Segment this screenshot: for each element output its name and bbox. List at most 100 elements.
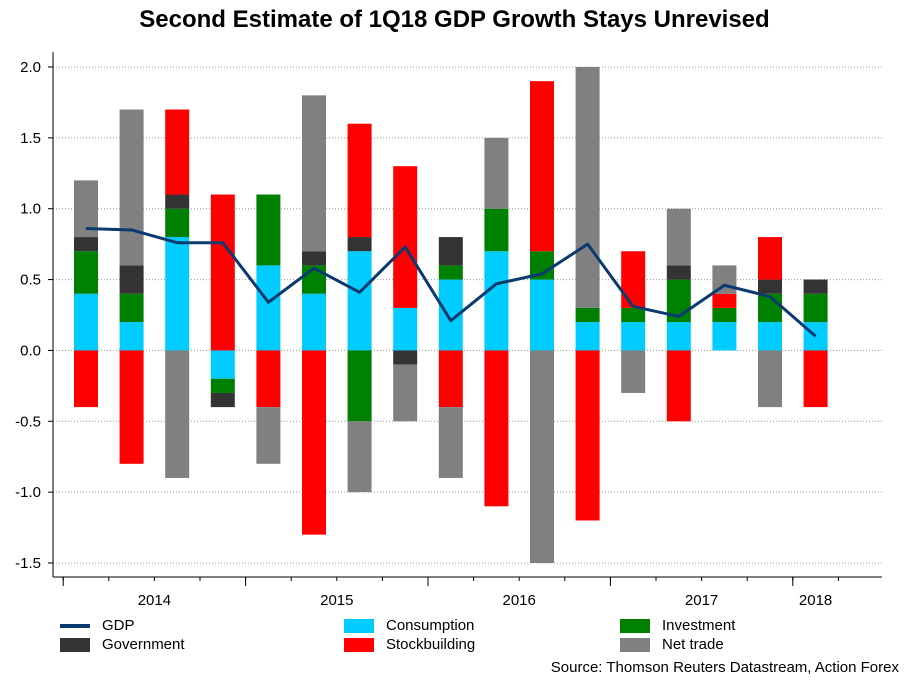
y-tick-label: -1.5 xyxy=(15,555,41,572)
bar-net-trade-4q15 xyxy=(393,364,418,422)
bar-government-2q17 xyxy=(666,265,691,280)
bar-stockbuilding-3q16 xyxy=(530,81,554,252)
x-year-label: 2016 xyxy=(503,592,536,609)
bar-consumption-2q17 xyxy=(666,322,691,351)
bar-stockbuilding-3q17 xyxy=(712,293,737,308)
legend-item-government: Government xyxy=(60,636,185,653)
bar-stockbuilding-1q16 xyxy=(438,350,463,408)
legend-consumption-label: Consumption xyxy=(386,617,475,634)
legend-investment-swatch xyxy=(620,618,650,633)
bar-government-1q18 xyxy=(803,279,828,294)
bar-investment-2q15 xyxy=(302,265,326,294)
legend-government-label: Government xyxy=(102,636,185,653)
y-tick-label: 0.0 xyxy=(20,342,41,359)
legend-government-swatch xyxy=(60,637,90,652)
legend-stockbuilding-swatch xyxy=(344,637,374,652)
bar-stockbuilding-4q16 xyxy=(575,350,600,521)
bar-consumption-3q16 xyxy=(530,279,554,351)
y-tick-label: -0.5 xyxy=(15,413,41,430)
bar-net-trade-3q15 xyxy=(347,421,372,493)
bar-government-2q15 xyxy=(302,251,326,266)
bar-investment-4q16 xyxy=(575,307,600,323)
bar-stockbuilding-2q17 xyxy=(666,350,691,422)
chart-title: Second Estimate of 1Q18 GDP Growth Stays… xyxy=(139,6,770,33)
bar-stockbuilding-4q17 xyxy=(758,237,782,280)
legend-item-investment: Investment xyxy=(620,617,735,634)
bar-consumption-4q14 xyxy=(210,350,235,379)
legend-gdp-swatch xyxy=(60,623,90,628)
legend-item-net-trade: Net trade xyxy=(620,636,724,653)
y-tick-label: 1.0 xyxy=(20,201,41,218)
bar-consumption-4q15 xyxy=(393,307,418,351)
gridlines xyxy=(53,66,882,564)
bar-stockbuilding-1q15 xyxy=(256,350,281,408)
bar-net-trade-4q16 xyxy=(575,67,600,308)
bar-net-trade-4q17 xyxy=(758,350,782,408)
bar-government-1q16 xyxy=(438,237,463,266)
bar-net-trade-2q16 xyxy=(484,137,509,209)
bar-net-trade-1q16 xyxy=(438,407,463,478)
bar-stockbuilding-3q14 xyxy=(165,109,190,195)
bar-stockbuilding-3q15 xyxy=(347,123,372,238)
stacked-bars xyxy=(74,67,828,563)
legend-net-trade-swatch xyxy=(620,637,650,652)
bar-consumption-3q17 xyxy=(712,322,737,351)
bar-investment-1q16 xyxy=(438,265,463,280)
gdp-line-layer xyxy=(85,227,817,338)
y-tick-label: 1.5 xyxy=(20,130,41,147)
bar-government-3q15 xyxy=(347,237,372,252)
bar-net-trade-3q14 xyxy=(165,350,190,478)
bar-consumption-4q16 xyxy=(575,322,600,351)
bar-government-1q14 xyxy=(74,237,98,252)
bar-consumption-2q15 xyxy=(302,293,326,351)
bar-consumption-1q14 xyxy=(74,293,98,351)
bar-stockbuilding-1q17 xyxy=(621,251,646,308)
bar-net-trade-1q15 xyxy=(256,407,281,464)
bar-net-trade-1q17 xyxy=(621,350,646,393)
bar-stockbuilding-2q15 xyxy=(302,350,326,535)
legend-gdp-label: GDP xyxy=(102,617,135,634)
bar-stockbuilding-4q15 xyxy=(393,166,418,308)
bar-stockbuilding-1q18 xyxy=(803,350,828,408)
bar-consumption-2q14 xyxy=(119,322,144,351)
bar-net-trade-2q15 xyxy=(302,95,326,252)
bar-net-trade-2q17 xyxy=(666,208,691,266)
bar-consumption-1q15 xyxy=(256,265,281,351)
bar-government-4q17 xyxy=(758,279,782,294)
bar-investment-4q14 xyxy=(210,378,235,393)
bar-consumption-1q17 xyxy=(621,322,646,351)
bar-investment-1q14 xyxy=(74,251,98,294)
bar-investment-1q15 xyxy=(256,194,281,266)
bar-net-trade-2q14 xyxy=(119,109,144,266)
bar-consumption-2q16 xyxy=(484,251,509,351)
bar-consumption-3q15 xyxy=(347,251,372,351)
bar-government-3q14 xyxy=(165,194,190,209)
legend-net-trade-label: Net trade xyxy=(662,636,724,653)
legend-stockbuilding-label: Stockbuilding xyxy=(386,636,476,653)
legend-item-stockbuilding: Stockbuilding xyxy=(344,636,475,653)
bar-consumption-4q17 xyxy=(758,322,782,351)
bar-net-trade-3q16 xyxy=(530,350,554,563)
legend-item-consumption: Consumption xyxy=(344,617,474,634)
bar-stockbuilding-4q14 xyxy=(210,194,235,351)
legend-item-gdp: GDP xyxy=(60,617,135,634)
bar-government-4q15 xyxy=(393,350,418,365)
bar-stockbuilding-2q16 xyxy=(484,350,509,507)
bar-stockbuilding-1q14 xyxy=(74,350,98,408)
x-year-label: 2018 xyxy=(799,592,832,609)
source-note: Source: Thomson Reuters Datastream, Acti… xyxy=(550,659,899,676)
legend-consumption-swatch xyxy=(344,618,374,633)
bar-investment-2q16 xyxy=(484,208,509,252)
bar-investment-1q18 xyxy=(803,293,828,323)
axes: 2.0 1.5 1.0 0.5 0.0 -0.5 -1.0 -1.5 2014 2015 2016 2… xyxy=(15,52,882,609)
bar-investment-1q17 xyxy=(621,307,646,323)
bar-government-4q14 xyxy=(210,392,235,408)
x-year-label: 2015 xyxy=(320,592,353,609)
bar-government-2q14 xyxy=(119,265,144,294)
legend-investment-label: Investment xyxy=(662,617,736,634)
bar-investment-3q17 xyxy=(712,307,737,323)
bar-stockbuilding-2q14 xyxy=(119,350,144,464)
bar-consumption-3q14 xyxy=(165,237,190,351)
x-year-label: 2017 xyxy=(685,592,718,609)
